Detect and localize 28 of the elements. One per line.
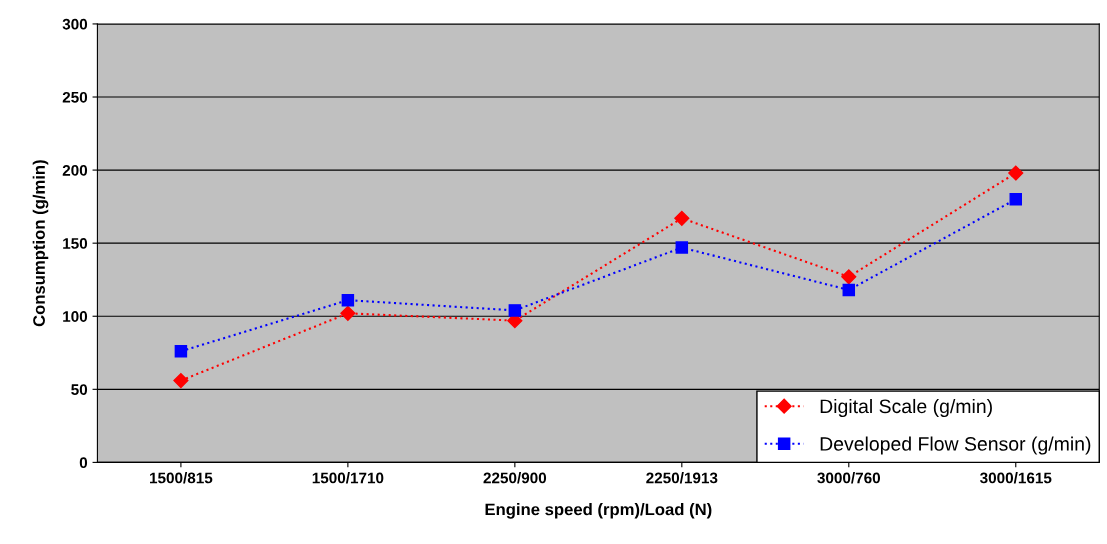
- x-tick-label: 1500/1710: [312, 472, 384, 484]
- point: [340, 305, 356, 321]
- x-tick-label: 1500/815: [150, 472, 213, 484]
- x-axis-title: Engine speed (rpm)/Load (N): [485, 503, 712, 519]
- legend-label: Digital Scale (g/min): [820, 398, 992, 418]
- y-tick-label: 250: [62, 91, 88, 103]
- point: [674, 210, 690, 226]
- legend-label: Developed Flow Sensor (g/min): [820, 436, 1091, 455]
- point: [341, 293, 355, 307]
- x-tick-label: 3000/1615: [980, 472, 1052, 484]
- point: [842, 283, 856, 297]
- y-tick-label: 0: [79, 457, 88, 469]
- y-tick-label: 100: [63, 311, 88, 322]
- y-tick-label: 150: [63, 238, 88, 249]
- point: [1009, 193, 1023, 206]
- y-tick-label: 50: [71, 384, 88, 396]
- point: [841, 269, 857, 285]
- x-tick-label: 2250/1913: [646, 472, 718, 484]
- x-tick-label: 3000/760: [817, 472, 881, 484]
- point: [173, 372, 189, 389]
- point: [1008, 165, 1024, 181]
- y-tick-label: 300: [62, 18, 88, 30]
- point: [508, 304, 522, 317]
- x-tick-label: 2250/900: [483, 472, 547, 484]
- point: [675, 241, 689, 254]
- point: [174, 345, 188, 358]
- y-axis-title: Consumption (g/min): [32, 160, 49, 327]
- y-tick-label: 200: [62, 164, 88, 176]
